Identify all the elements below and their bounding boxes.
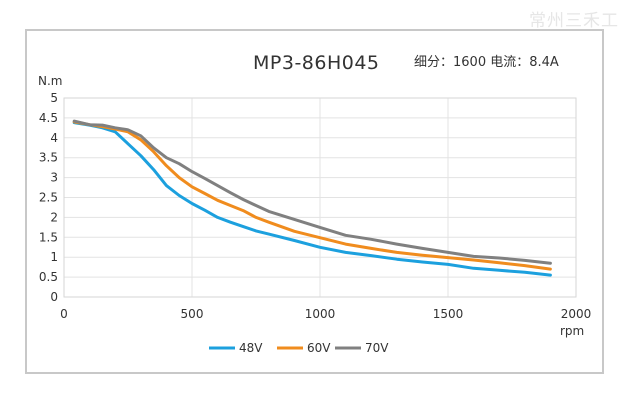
x-tick-label: 1000 — [305, 307, 336, 321]
series-line-60V — [72, 120, 552, 271]
y-tick-label: 2 — [50, 210, 58, 224]
chart-subtitle: 细分：1600 电流：8.4A — [414, 55, 559, 70]
series-line-48V — [72, 121, 552, 277]
x-axis-label: rpm — [560, 324, 584, 338]
x-tick-label: 1500 — [433, 307, 464, 321]
y-tick-label: 0.5 — [39, 270, 58, 284]
legend-label-70V: 70V — [365, 341, 389, 355]
y-tick-label: 5 — [50, 91, 58, 105]
y-tick-label: 4.5 — [39, 111, 58, 125]
legend-label-48V: 48V — [239, 341, 263, 355]
chart-grid — [63, 97, 577, 298]
y-tick-label: 0 — [50, 290, 58, 304]
y-axis-label: N.m — [38, 74, 62, 88]
x-tick-label: 0 — [60, 307, 68, 321]
chart-axes — [63, 97, 577, 298]
chart-frame — [25, 29, 604, 374]
y-tick-label: 3 — [50, 171, 58, 185]
chart-series-lines — [72, 119, 552, 277]
chart-title: MP3-86H045 — [253, 52, 380, 74]
chart-legend: 48V 60V 70V — [209, 341, 389, 355]
legend-label-60V: 60V — [307, 341, 331, 355]
x-tick-label: 2000 — [561, 307, 592, 321]
y-tick-label: 3.5 — [39, 151, 58, 165]
watermark-logo-text: 常州三禾工 — [529, 11, 619, 31]
y-tick-label: 1 — [50, 250, 58, 264]
y-tick-label: 2.5 — [39, 191, 58, 205]
chart-tick-labels: 0 0.5 1 1.5 2 2.5 3 3.5 4 4.5 5 0 500 1000 1500 2000 — [39, 91, 591, 321]
series-line-70V — [72, 119, 552, 265]
y-tick-label: 1.5 — [39, 230, 58, 244]
x-tick-label: 500 — [181, 307, 204, 321]
y-tick-label: 4 — [50, 131, 58, 145]
plot-area-border — [63, 97, 577, 298]
